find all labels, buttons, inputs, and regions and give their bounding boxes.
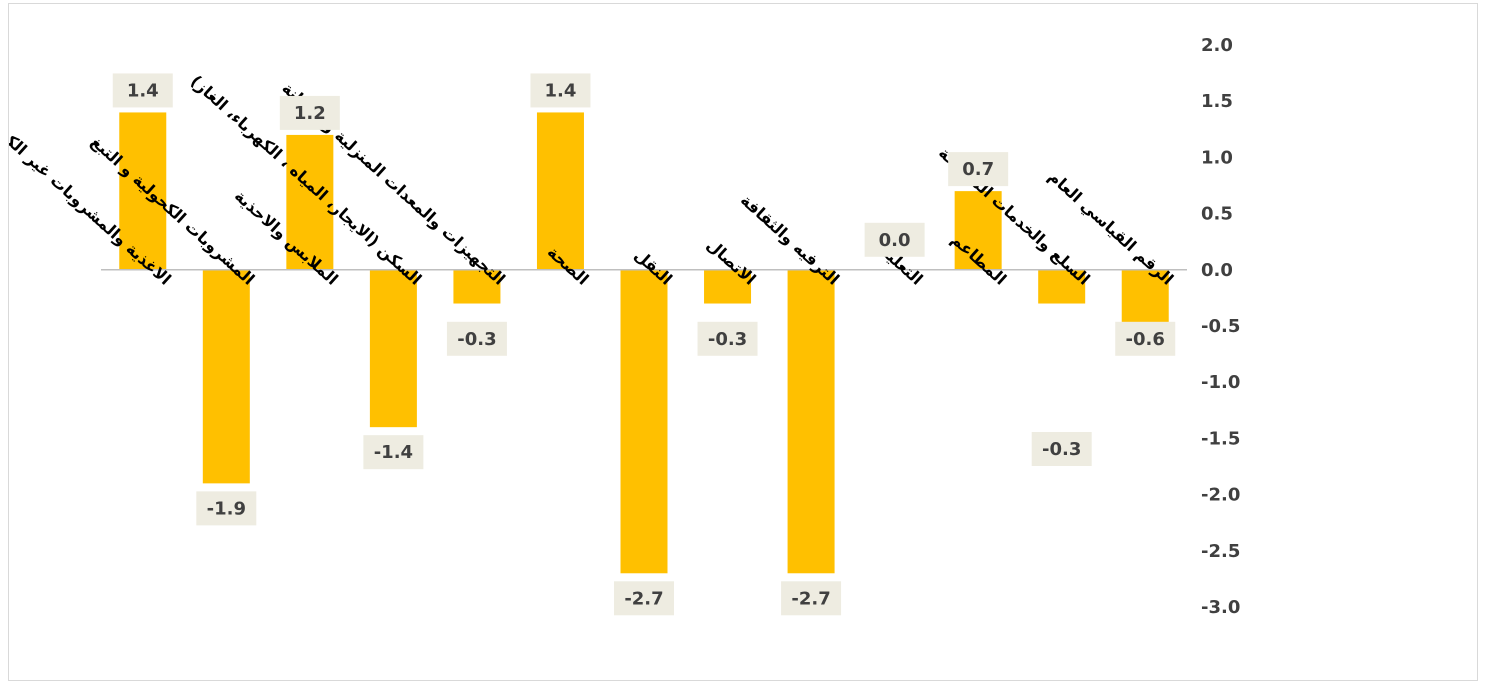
data-label: -2.7: [624, 588, 663, 609]
bar: [954, 191, 1002, 270]
data-label: -0.3: [1042, 439, 1081, 460]
y-tick-label: -2.0: [1201, 485, 1240, 506]
bar: [453, 269, 501, 304]
data-label-box: [112, 73, 173, 108]
y-tick-label: 0.0: [1201, 260, 1233, 281]
data-label: 1.2: [294, 103, 326, 124]
data-label: -2.7: [791, 588, 830, 609]
data-label-box: [864, 222, 925, 257]
y-tick-label: -1.5: [1201, 428, 1240, 449]
y-tick-label: -2.5: [1201, 541, 1240, 562]
bar: [704, 269, 752, 304]
data-label: 1.4: [545, 80, 577, 101]
data-label: -0.6: [1126, 329, 1165, 350]
data-label-box: [697, 321, 758, 356]
bar: [787, 269, 835, 574]
y-tick-label: 1.0: [1201, 147, 1233, 168]
y-axis: 2.0 1.5 1.0 0.5 0.0 -0.5 -1.0 -1.5 -2.0 -2.5 -3.0: [1201, 35, 1240, 618]
bar: [620, 269, 668, 574]
bar: [202, 269, 250, 484]
bar: [119, 112, 167, 270]
data-label: -0.3: [708, 329, 747, 350]
bars-group: [119, 112, 1169, 574]
y-tick-label: 2.0: [1201, 35, 1233, 56]
y-tick-label: -0.5: [1201, 316, 1240, 337]
bar: [286, 134, 334, 270]
data-label-box: [781, 581, 842, 616]
data-label: -1.4: [374, 442, 413, 463]
data-label: -1.9: [207, 498, 246, 519]
y-tick-label: -1.0: [1201, 372, 1240, 393]
data-label-box: [279, 95, 340, 130]
data-label: 0.0: [879, 230, 911, 251]
bar: [369, 269, 417, 428]
data-label-box: [614, 581, 674, 616]
data-label-box: [196, 491, 257, 526]
y-tick-label: -3.0: [1201, 597, 1240, 618]
data-labels-group: -0.6 -0.3 0.7 0.0 -2.7 -0.3 -2.7 1.4 -0.3 -1.4 1.2…: [112, 73, 1176, 616]
y-tick-label: 0.5: [1201, 204, 1233, 225]
chart-frame: 2.0 1.5 1.0 0.5 0.0 -0.5 -1.0 -1.5 -2.0 -2.5 -3.0 …: [8, 3, 1478, 681]
data-label-box: [446, 321, 507, 356]
data-label-box: [1031, 432, 1092, 466]
data-label: 0.7: [962, 159, 994, 180]
data-label-box: [948, 152, 1009, 187]
category-label: المشروبات الكحولية و التبغ: [87, 132, 258, 289]
bar: [1038, 269, 1086, 304]
data-label: 1.4: [127, 80, 159, 101]
bar: [536, 112, 584, 270]
data-label-box: [1115, 321, 1176, 356]
data-label: -0.3: [457, 329, 496, 350]
bar-chart: 2.01.51.00.50.0-0.5-1.0-1.5-2.0-2.5-3.0 …: [9, 35, 1240, 618]
data-label-box: [363, 435, 424, 470]
y-tick-label: 1.5: [1201, 91, 1233, 112]
data-label-box: [530, 73, 591, 108]
